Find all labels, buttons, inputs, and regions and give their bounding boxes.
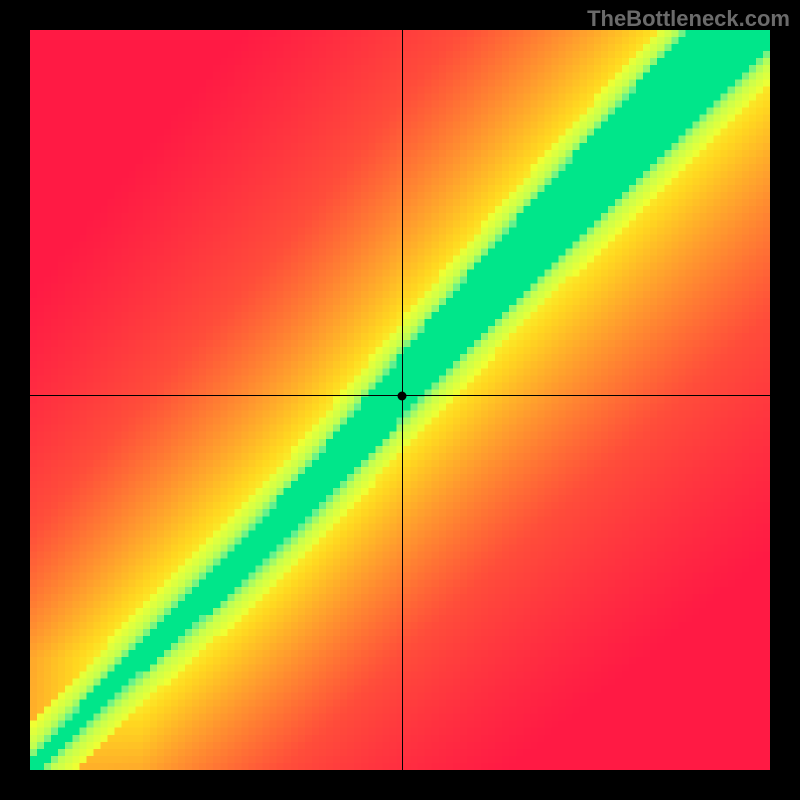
figure-container: TheBottleneck.com xyxy=(0,0,800,800)
attribution-watermark: TheBottleneck.com xyxy=(587,6,790,32)
plot-frame xyxy=(30,30,770,770)
bottleneck-heatmap xyxy=(30,30,770,770)
selection-marker xyxy=(398,391,407,400)
